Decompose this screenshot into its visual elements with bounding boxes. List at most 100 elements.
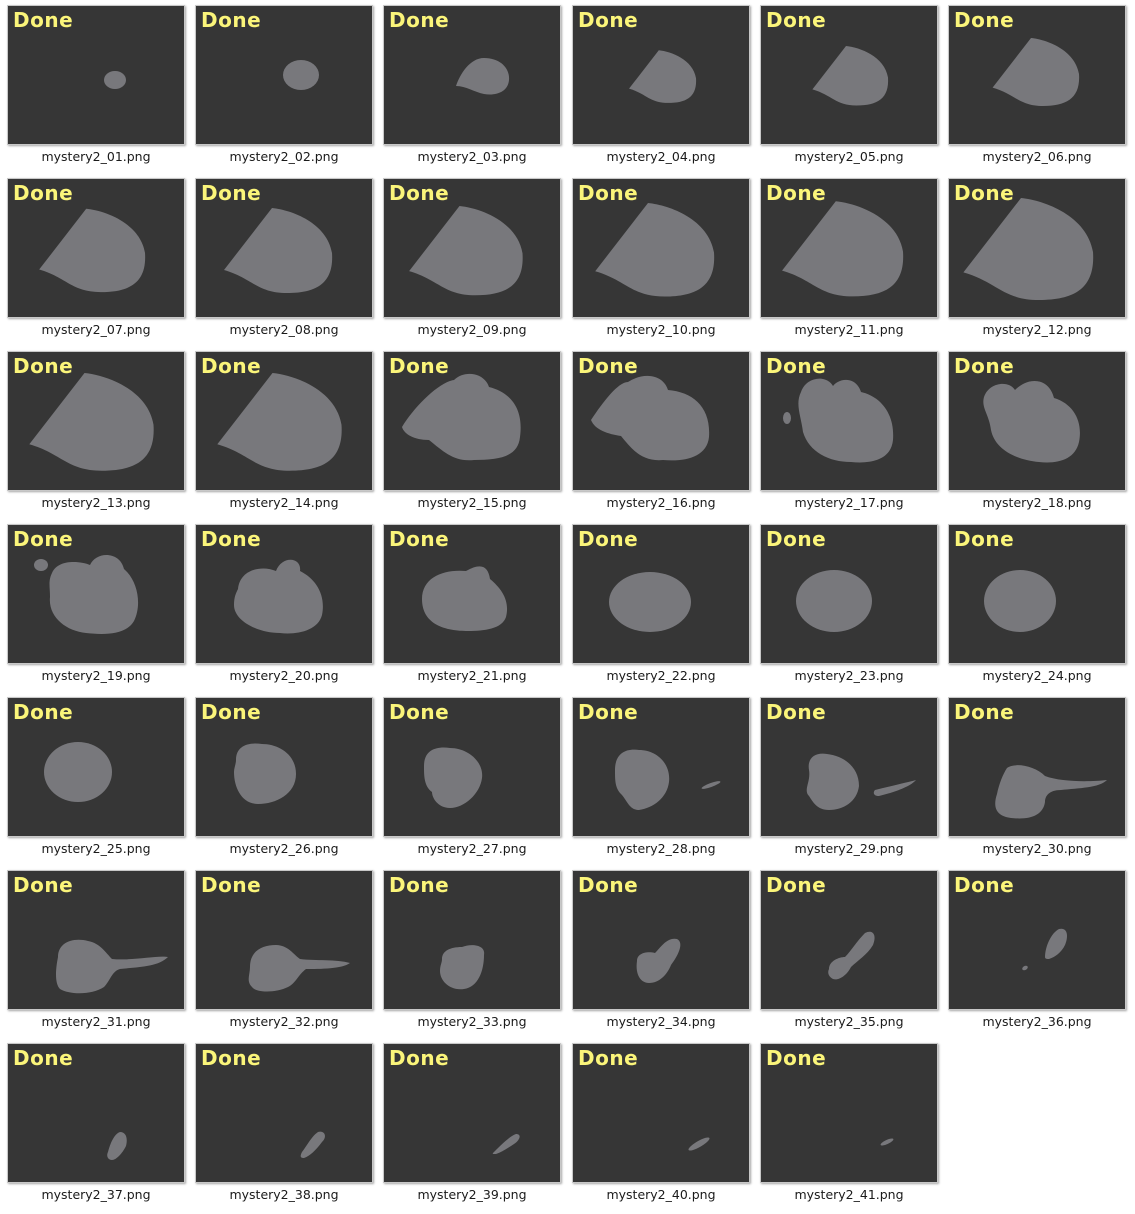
thumbnail-image[interactable]: Done (7, 870, 185, 1010)
filename-label[interactable]: mystery2_11.png (794, 322, 904, 337)
filename-label[interactable]: mystery2_03.png (417, 149, 527, 164)
filename-label[interactable]: mystery2_22.png (606, 668, 716, 683)
filename-label[interactable]: mystery2_31.png (41, 1014, 151, 1029)
filename-label[interactable]: mystery2_40.png (606, 1187, 716, 1202)
thumbnail-image[interactable]: Done (572, 870, 750, 1010)
thumbnail-item[interactable]: Done mystery2_30.png (948, 697, 1126, 862)
filename-label[interactable]: mystery2_07.png (41, 322, 151, 337)
filename-label[interactable]: mystery2_12.png (982, 322, 1092, 337)
thumbnail-item[interactable]: Done mystery2_31.png (7, 870, 185, 1035)
filename-label[interactable]: mystery2_19.png (41, 668, 151, 683)
filename-label[interactable]: mystery2_34.png (606, 1014, 716, 1029)
filename-label[interactable]: mystery2_15.png (417, 495, 527, 510)
filename-label[interactable]: mystery2_28.png (606, 841, 716, 856)
thumbnail-image[interactable]: Done (760, 1043, 938, 1183)
filename-label[interactable]: mystery2_35.png (794, 1014, 904, 1029)
filename-label[interactable]: mystery2_41.png (794, 1187, 904, 1202)
filename-label[interactable]: mystery2_17.png (794, 495, 904, 510)
thumbnail-image[interactable]: Done (572, 351, 750, 491)
thumbnail-image[interactable]: Done (7, 697, 185, 837)
filename-label[interactable]: mystery2_05.png (794, 149, 904, 164)
thumbnail-image[interactable]: Done (195, 5, 373, 145)
thumbnail-image[interactable]: Done (7, 178, 185, 318)
thumbnail-item[interactable]: Done mystery2_27.png (383, 697, 561, 862)
filename-label[interactable]: mystery2_33.png (417, 1014, 527, 1029)
thumbnail-item[interactable]: Done mystery2_33.png (383, 870, 561, 1035)
thumbnail-item[interactable]: Done mystery2_32.png (195, 870, 373, 1035)
thumbnail-image[interactable]: Done (572, 524, 750, 664)
filename-label[interactable]: mystery2_10.png (606, 322, 716, 337)
filename-label[interactable]: mystery2_27.png (417, 841, 527, 856)
thumbnail-image[interactable]: Done (195, 524, 373, 664)
filename-label[interactable]: mystery2_29.png (794, 841, 904, 856)
thumbnail-item[interactable]: Done mystery2_17.png (760, 351, 938, 516)
thumbnail-item[interactable]: Done mystery2_23.png (760, 524, 938, 689)
thumbnail-item[interactable]: Done mystery2_01.png (7, 5, 185, 170)
thumbnail-item[interactable]: Done mystery2_11.png (760, 178, 938, 343)
thumbnail-image[interactable]: Done (195, 351, 373, 491)
thumbnail-image[interactable]: Done (7, 1043, 185, 1183)
thumbnail-item[interactable]: Done mystery2_41.png (760, 1043, 938, 1208)
thumbnail-image[interactable]: Done (948, 524, 1126, 664)
thumbnail-image[interactable]: Done (7, 351, 185, 491)
thumbnail-image[interactable]: Done (572, 178, 750, 318)
thumbnail-item[interactable]: Done mystery2_37.png (7, 1043, 185, 1208)
filename-label[interactable]: mystery2_13.png (41, 495, 151, 510)
thumbnail-item[interactable]: Done mystery2_04.png (572, 5, 750, 170)
filename-label[interactable]: mystery2_06.png (982, 149, 1092, 164)
thumbnail-image[interactable]: Done (948, 351, 1126, 491)
filename-label[interactable]: mystery2_24.png (982, 668, 1092, 683)
thumbnail-item[interactable]: Done mystery2_20.png (195, 524, 373, 689)
filename-label[interactable]: mystery2_32.png (229, 1014, 339, 1029)
thumbnail-image[interactable]: Done (195, 178, 373, 318)
thumbnail-item[interactable]: Done mystery2_08.png (195, 178, 373, 343)
thumbnail-image[interactable]: Done (195, 697, 373, 837)
thumbnail-item[interactable]: Done mystery2_16.png (572, 351, 750, 516)
filename-label[interactable]: mystery2_38.png (229, 1187, 339, 1202)
filename-label[interactable]: mystery2_04.png (606, 149, 716, 164)
thumbnail-image[interactable]: Done (760, 697, 938, 837)
thumbnail-image[interactable]: Done (383, 524, 561, 664)
filename-label[interactable]: mystery2_01.png (41, 149, 151, 164)
filename-label[interactable]: mystery2_30.png (982, 841, 1092, 856)
thumbnail-item[interactable]: Done mystery2_18.png (948, 351, 1126, 516)
thumbnail-image[interactable]: Done (760, 351, 938, 491)
thumbnail-item[interactable]: Done mystery2_35.png (760, 870, 938, 1035)
thumbnail-image[interactable]: Done (383, 870, 561, 1010)
filename-label[interactable]: mystery2_20.png (229, 668, 339, 683)
filename-label[interactable]: mystery2_09.png (417, 322, 527, 337)
filename-label[interactable]: mystery2_37.png (41, 1187, 151, 1202)
thumbnail-image[interactable]: Done (383, 5, 561, 145)
thumbnail-item[interactable]: Done mystery2_25.png (7, 697, 185, 862)
thumbnail-item[interactable]: Done mystery2_29.png (760, 697, 938, 862)
thumbnail-item[interactable]: Done mystery2_15.png (383, 351, 561, 516)
thumbnail-image[interactable]: Done (7, 5, 185, 145)
thumbnail-item[interactable]: Done mystery2_19.png (7, 524, 185, 689)
thumbnail-image[interactable]: Done (572, 1043, 750, 1183)
thumbnail-item[interactable]: Done mystery2_28.png (572, 697, 750, 862)
thumbnail-item[interactable]: Done mystery2_13.png (7, 351, 185, 516)
thumbnail-item[interactable]: Done mystery2_10.png (572, 178, 750, 343)
thumbnail-item[interactable]: Done mystery2_34.png (572, 870, 750, 1035)
thumbnail-image[interactable]: Done (572, 5, 750, 145)
thumbnail-image[interactable]: Done (948, 5, 1126, 145)
thumbnail-image[interactable]: Done (383, 697, 561, 837)
filename-label[interactable]: mystery2_08.png (229, 322, 339, 337)
filename-label[interactable]: mystery2_23.png (794, 668, 904, 683)
thumbnail-image[interactable]: Done (760, 178, 938, 318)
thumbnail-item[interactable]: Done mystery2_21.png (383, 524, 561, 689)
filename-label[interactable]: mystery2_21.png (417, 668, 527, 683)
filename-label[interactable]: mystery2_14.png (229, 495, 339, 510)
thumbnail-item[interactable]: Done mystery2_39.png (383, 1043, 561, 1208)
thumbnail-item[interactable]: Done mystery2_12.png (948, 178, 1126, 343)
thumbnail-image[interactable]: Done (760, 524, 938, 664)
filename-label[interactable]: mystery2_25.png (41, 841, 151, 856)
thumbnail-item[interactable]: Done mystery2_14.png (195, 351, 373, 516)
thumbnail-item[interactable]: Done mystery2_06.png (948, 5, 1126, 170)
thumbnail-image[interactable]: Done (383, 1043, 561, 1183)
thumbnail-image[interactable]: Done (383, 178, 561, 318)
filename-label[interactable]: mystery2_36.png (982, 1014, 1092, 1029)
thumbnail-item[interactable]: Done mystery2_09.png (383, 178, 561, 343)
thumbnail-item[interactable]: Done mystery2_38.png (195, 1043, 373, 1208)
filename-label[interactable]: mystery2_26.png (229, 841, 339, 856)
